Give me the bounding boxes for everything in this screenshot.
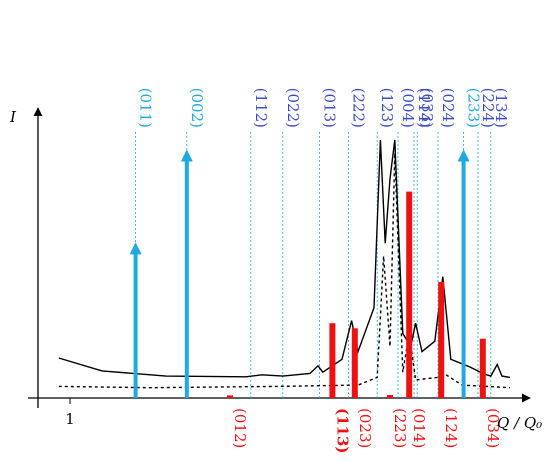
reflection-label: (124): [442, 408, 460, 448]
reflection-bar: [351, 328, 358, 398]
reflection-label: (134): [492, 88, 510, 128]
reflection-label: (223): [391, 408, 409, 448]
reflection-label: (033): [418, 88, 436, 128]
reflection-label: (004): [399, 88, 417, 128]
reflection-label: (113): [333, 408, 351, 454]
solid-intensity-curve: [58, 139, 511, 379]
reflection-bar: [479, 338, 486, 398]
y-axis-label: I: [9, 108, 17, 126]
reflection-label: (233): [465, 88, 483, 128]
reflection-label: (034): [484, 408, 502, 448]
reflection-label: (123): [378, 88, 396, 128]
reflection-label: (012): [231, 408, 249, 448]
reflection-label: (222): [349, 88, 367, 128]
reflection-label: (024): [439, 88, 457, 128]
reflection-label: (002): [188, 88, 206, 128]
reflection-labels: (011) (002) (233) (112) (022) (013) (222) (123)…: [137, 88, 510, 454]
reflection-bar: [387, 395, 393, 398]
reflection-label: (014): [410, 408, 428, 448]
reflection-label: (023): [356, 408, 374, 448]
reflection-bars: [129, 149, 486, 398]
reflection-label: (114): [415, 88, 433, 128]
reflection-label: (112): [252, 88, 270, 128]
reflection-label: (011): [137, 88, 155, 128]
reflection-bar: [329, 323, 336, 398]
x-tick-label: 1: [65, 410, 75, 428]
axes: 1: [28, 107, 531, 428]
reflection-label: (013): [321, 88, 339, 128]
reflection-guide-lines: [135, 132, 492, 398]
reflection-bar: [438, 281, 445, 398]
reflection-bar: [227, 395, 233, 398]
reflection-label: (022): [284, 88, 302, 128]
x-axis-label: Q / Q₀: [497, 414, 542, 432]
reflection-label: (224): [479, 88, 497, 128]
reflection-bar: [406, 191, 413, 398]
intensity-curves: [58, 139, 511, 389]
